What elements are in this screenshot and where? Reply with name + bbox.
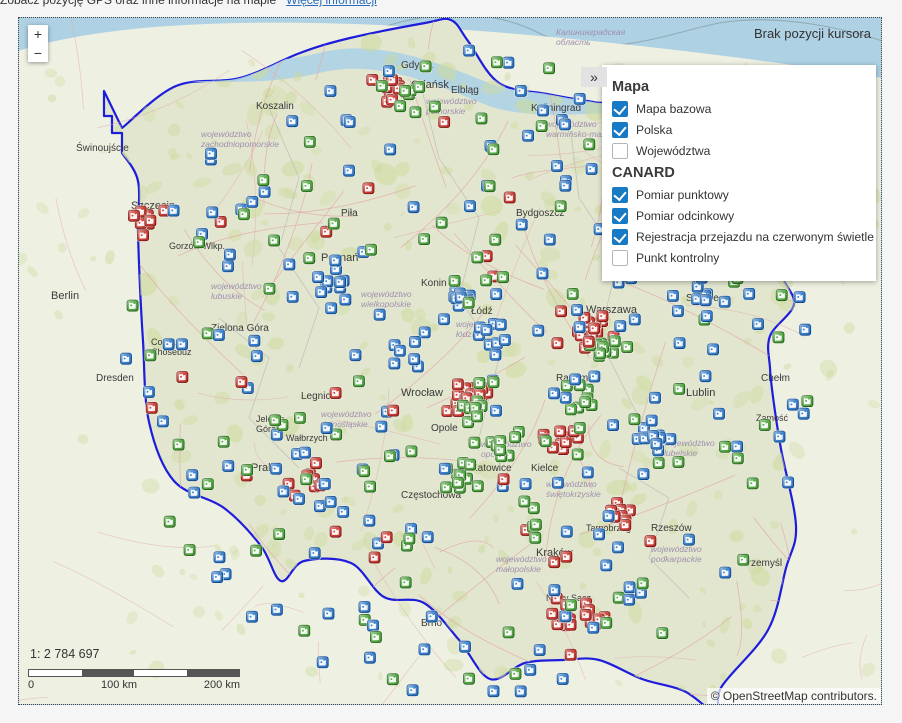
svg-text:Dresden: Dresden [96,373,134,384]
svg-text:Piła: Piła [341,208,358,219]
svg-text:область: область [556,37,591,47]
svg-text:małopolskie: małopolskie [496,564,541,574]
svg-text:Katowice: Katowice [471,463,512,474]
svg-text:województwo: województwo [201,129,252,139]
svg-text:Elbląg: Elbląg [451,85,479,96]
svg-text:województwo: województwo [361,289,412,299]
svg-text:województwo: województwo [321,409,372,419]
svg-text:lubuskie: lubuskie [211,291,242,301]
svg-text:Rzeszów: Rzeszów [651,523,692,534]
svg-text:Lublin: Lublin [686,387,715,399]
svg-text:Chełm: Chełm [761,373,790,384]
svg-text:Opole: Opole [431,423,458,434]
svg-text:podkarpackie: podkarpackie [650,554,702,564]
svg-text:Wałbrzych: Wałbrzych [286,433,328,443]
svg-text:wielkopolskie: wielkopolskie [361,299,411,309]
svg-text:Wrocław: Wrocław [401,387,443,399]
svg-text:Konin: Konin [421,278,447,289]
svg-text:świętokrzyskie: świętokrzyskie [546,489,601,499]
svg-text:Калининградская: Калининградская [556,27,626,37]
svg-text:Berlin: Berlin [51,290,79,302]
svg-text:Świnoujście: Świnoujście [76,141,129,154]
svg-text:Koszalin: Koszalin [256,101,294,112]
svg-text:Kielce: Kielce [531,463,559,474]
svg-text:województwo: województwo [211,281,262,291]
